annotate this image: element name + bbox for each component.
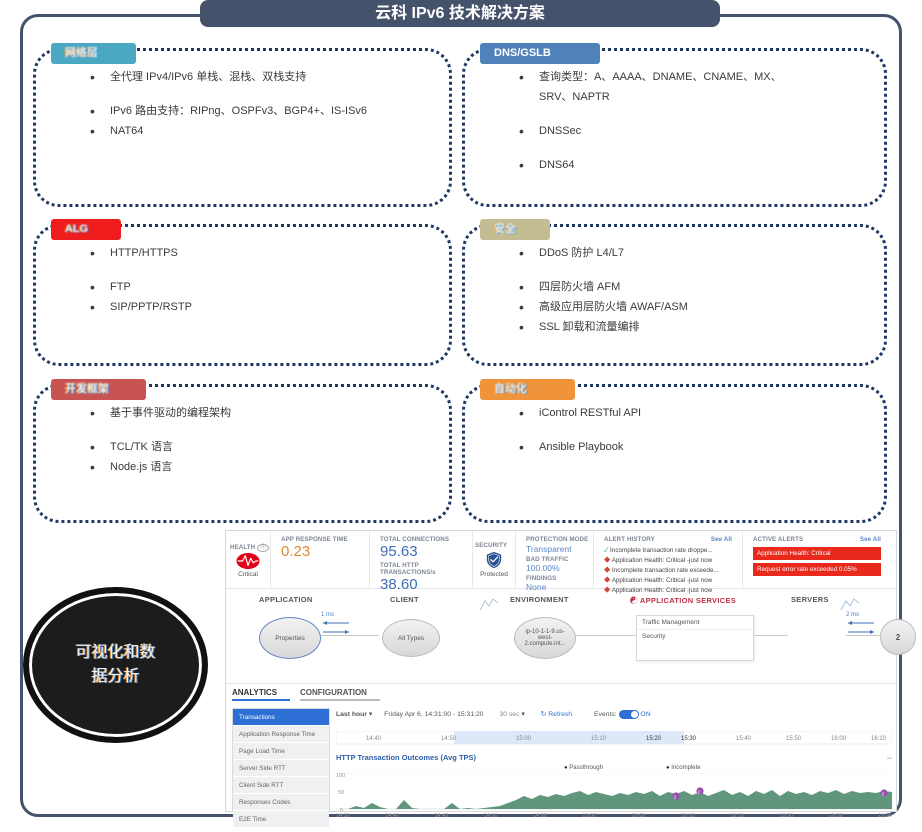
svg-text:16:10: 16:10 <box>871 736 887 742</box>
svg-text:14:50: 14:50 <box>441 736 457 742</box>
svg-text:100: 100 <box>336 773 345 779</box>
svg-text:15:40: 15:40 <box>736 736 752 742</box>
svg-text:15:30: 15:30 <box>681 736 697 742</box>
svg-text:2: 2 <box>674 794 677 800</box>
svg-text:16:00: 16:00 <box>831 736 847 742</box>
svg-text:15:20: 15:20 <box>646 736 662 742</box>
svg-text:50: 50 <box>338 790 344 796</box>
svg-text:15:00: 15:00 <box>516 736 532 742</box>
svg-text:2: 2 <box>882 791 885 797</box>
svg-text:15:50: 15:50 <box>786 736 802 742</box>
svg-text:2: 2 <box>698 789 701 795</box>
svg-text:15:10: 15:10 <box>591 736 607 742</box>
svg-text:14:40: 14:40 <box>366 736 382 742</box>
